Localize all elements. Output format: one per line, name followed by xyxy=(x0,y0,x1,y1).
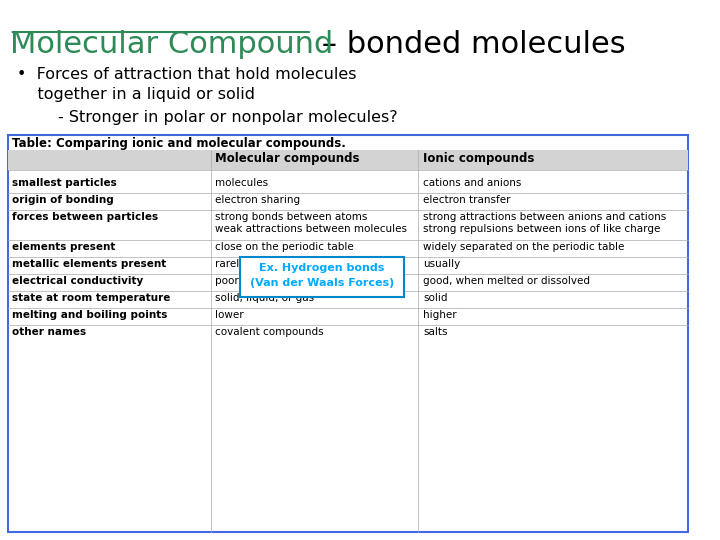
Text: elements present: elements present xyxy=(12,242,115,252)
Text: covalent compounds: covalent compounds xyxy=(215,327,324,337)
Text: strong bonds between atoms
weak attractions between molecules: strong bonds between atoms weak attracti… xyxy=(215,212,408,234)
Text: good, when melted or dissolved: good, when melted or dissolved xyxy=(423,276,590,286)
FancyBboxPatch shape xyxy=(240,257,404,297)
Text: forces between particles: forces between particles xyxy=(12,212,158,222)
Text: smallest particles: smallest particles xyxy=(12,178,117,188)
Text: electron sharing: electron sharing xyxy=(215,195,300,205)
Text: •  Forces of attraction that hold molecules: • Forces of attraction that hold molecul… xyxy=(17,67,357,82)
Text: Molecular compounds: Molecular compounds xyxy=(215,152,360,165)
Text: strong attractions between anions and cations
strong repulsions between ions of : strong attractions between anions and ca… xyxy=(423,212,666,234)
Text: Table: Comparing ionic and molecular compounds.: Table: Comparing ionic and molecular com… xyxy=(12,137,346,150)
Text: Ionic compounds: Ionic compounds xyxy=(423,152,534,165)
Text: solid, liquid, or gas: solid, liquid, or gas xyxy=(215,293,315,303)
Text: state at room temperature: state at room temperature xyxy=(12,293,170,303)
Text: together in a liquid or solid: together in a liquid or solid xyxy=(17,87,256,102)
Text: other names: other names xyxy=(12,327,86,337)
Text: electrical conductivity: electrical conductivity xyxy=(12,276,143,286)
Text: electron transfer: electron transfer xyxy=(423,195,510,205)
Text: salts: salts xyxy=(423,327,447,337)
Text: - Stronger in polar or nonpolar molecules?: - Stronger in polar or nonpolar molecule… xyxy=(17,110,398,125)
Text: lower: lower xyxy=(215,310,244,320)
FancyBboxPatch shape xyxy=(8,150,688,170)
Text: usually: usually xyxy=(423,259,460,269)
Text: poor: poor xyxy=(215,276,239,286)
Text: melting and boiling points: melting and boiling points xyxy=(12,310,167,320)
Text: widely separated on the periodic table: widely separated on the periodic table xyxy=(423,242,624,252)
Text: cations and anions: cations and anions xyxy=(423,178,521,188)
Text: origin of bonding: origin of bonding xyxy=(12,195,113,205)
Text: – bonded molecules: – bonded molecules xyxy=(312,30,626,59)
Text: solid: solid xyxy=(423,293,447,303)
Text: close on the periodic table: close on the periodic table xyxy=(215,242,354,252)
FancyBboxPatch shape xyxy=(8,135,688,532)
Text: Molecular Compound: Molecular Compound xyxy=(9,30,333,59)
Text: molecules: molecules xyxy=(215,178,269,188)
Text: metallic elements present: metallic elements present xyxy=(12,259,166,269)
Text: rarely: rarely xyxy=(215,259,246,269)
Text: Ex. Hydrogen bonds
(Van der Waals Forces): Ex. Hydrogen bonds (Van der Waals Forces… xyxy=(250,263,394,288)
Text: higher: higher xyxy=(423,310,456,320)
